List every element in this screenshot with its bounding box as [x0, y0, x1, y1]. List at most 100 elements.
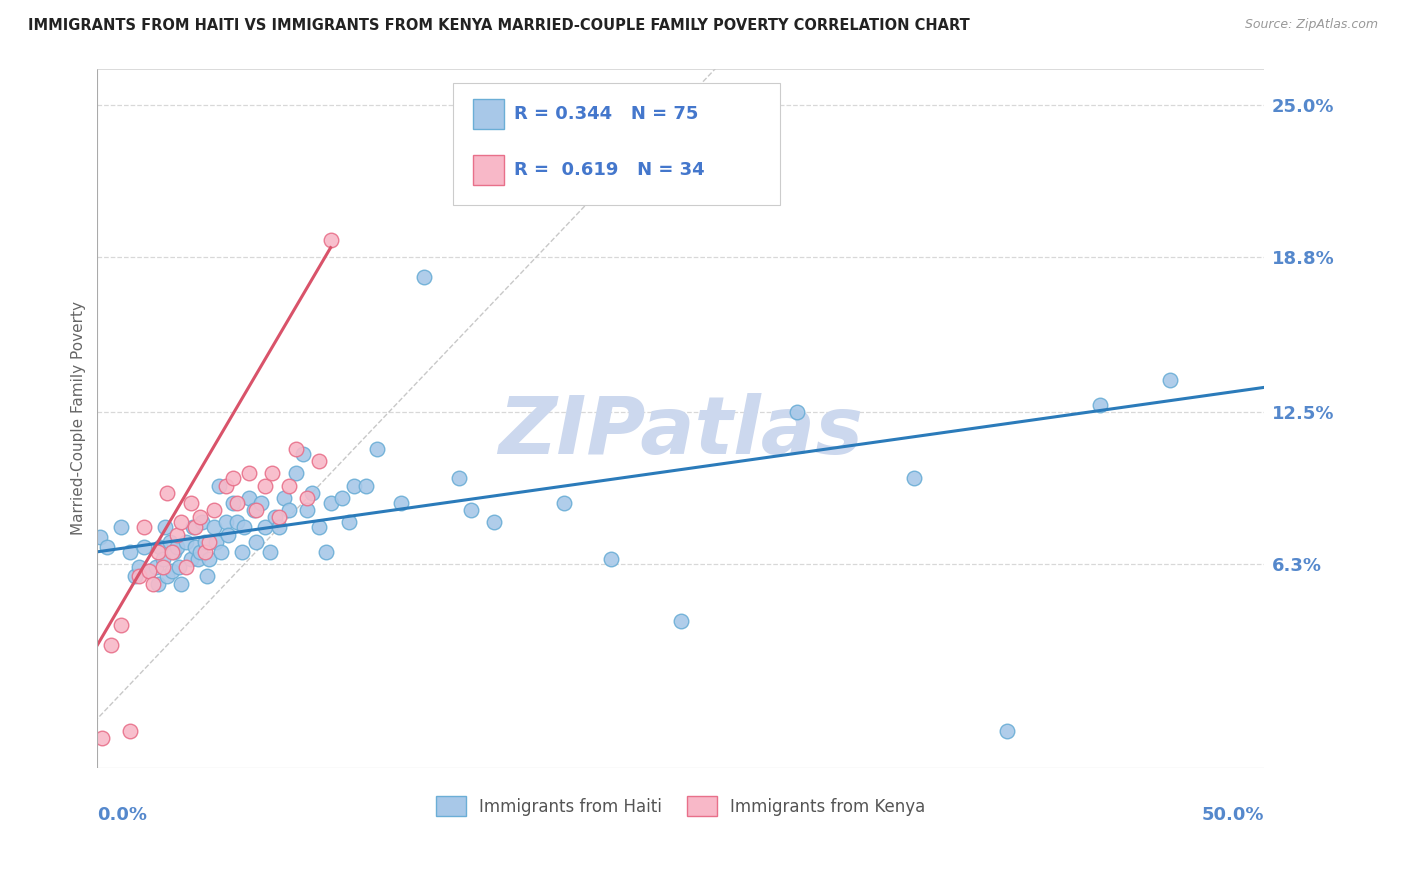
Point — [128, 569, 150, 583]
Point — [170, 516, 193, 530]
Point — [226, 516, 249, 530]
Point — [903, 471, 925, 485]
Point — [413, 270, 436, 285]
Text: IMMIGRANTS FROM HAITI VS IMMIGRANTS FROM KENYA MARRIED-COUPLE FAMILY POVERTY COR: IMMIGRANTS FROM HAITI VS IMMIGRANTS FROM… — [28, 18, 970, 33]
Point — [242, 503, 264, 517]
Point — [277, 503, 299, 517]
Point — [208, 478, 231, 492]
Point — [319, 496, 342, 510]
Text: R =  0.619   N = 34: R = 0.619 N = 34 — [513, 161, 704, 179]
Point — [337, 516, 360, 530]
Point — [249, 496, 271, 510]
Point — [254, 478, 277, 492]
Point — [297, 491, 319, 505]
FancyBboxPatch shape — [453, 82, 780, 205]
Point — [156, 569, 179, 583]
Point — [180, 496, 202, 510]
Point — [245, 503, 267, 517]
Point — [217, 527, 239, 541]
Point — [194, 545, 217, 559]
Point — [221, 496, 243, 510]
Point — [291, 447, 314, 461]
Point — [184, 540, 207, 554]
Point — [174, 535, 197, 549]
Point — [366, 442, 388, 456]
Point — [262, 467, 284, 481]
Point — [205, 535, 228, 549]
Point — [124, 569, 146, 583]
Point — [284, 442, 307, 456]
Point — [297, 503, 319, 517]
Point — [166, 540, 188, 554]
Point — [128, 559, 150, 574]
Point — [284, 467, 307, 481]
Point — [188, 545, 211, 559]
Point — [202, 503, 225, 517]
Text: R = 0.344   N = 75: R = 0.344 N = 75 — [513, 105, 699, 123]
Point — [146, 545, 169, 559]
Point — [263, 510, 285, 524]
Point — [273, 491, 295, 505]
Point — [138, 565, 160, 579]
Point — [226, 496, 249, 510]
Point — [89, 530, 111, 544]
Point — [245, 535, 267, 549]
Point — [110, 520, 132, 534]
Point — [460, 503, 482, 517]
Point — [160, 565, 183, 579]
Point — [238, 467, 260, 481]
Point — [786, 405, 808, 419]
Point — [100, 638, 122, 652]
Text: ZIPatlas: ZIPatlas — [498, 393, 863, 471]
Point — [132, 520, 155, 534]
Point — [153, 520, 176, 534]
Point — [160, 545, 183, 559]
Point — [142, 576, 165, 591]
Point — [145, 559, 167, 574]
Point — [214, 516, 236, 530]
Point — [96, 540, 118, 554]
Point — [269, 510, 291, 524]
Point — [259, 545, 281, 559]
Point — [184, 520, 207, 534]
Point — [221, 471, 243, 485]
Point — [138, 565, 160, 579]
Point — [254, 520, 277, 534]
Point — [231, 545, 253, 559]
Point — [202, 520, 225, 534]
Point — [152, 552, 174, 566]
Point — [156, 486, 179, 500]
Point — [482, 516, 505, 530]
FancyBboxPatch shape — [472, 99, 505, 128]
Point — [167, 559, 190, 574]
Point — [118, 723, 141, 738]
Text: Source: ZipAtlas.com: Source: ZipAtlas.com — [1244, 18, 1378, 31]
Point — [118, 545, 141, 559]
Point — [238, 491, 260, 505]
Point — [166, 527, 188, 541]
Point — [195, 569, 218, 583]
Point — [301, 486, 323, 500]
Text: 0.0%: 0.0% — [97, 806, 148, 824]
Point — [343, 478, 366, 492]
Point — [447, 471, 470, 485]
Point — [214, 478, 236, 492]
Point — [669, 614, 692, 628]
Point — [553, 496, 575, 510]
Legend: Immigrants from Haiti, Immigrants from Kenya: Immigrants from Haiti, Immigrants from K… — [429, 789, 932, 822]
Point — [319, 233, 342, 247]
Text: 50.0%: 50.0% — [1201, 806, 1264, 824]
Point — [198, 552, 221, 566]
Point — [277, 478, 299, 492]
Point — [187, 552, 209, 566]
Point — [194, 535, 217, 549]
Point — [159, 535, 181, 549]
Point — [198, 535, 221, 549]
Point — [995, 723, 1018, 738]
Point — [180, 552, 202, 566]
Point — [174, 559, 197, 574]
Point — [1159, 373, 1181, 387]
Point — [146, 576, 169, 591]
Point — [308, 520, 330, 534]
Point — [191, 516, 214, 530]
